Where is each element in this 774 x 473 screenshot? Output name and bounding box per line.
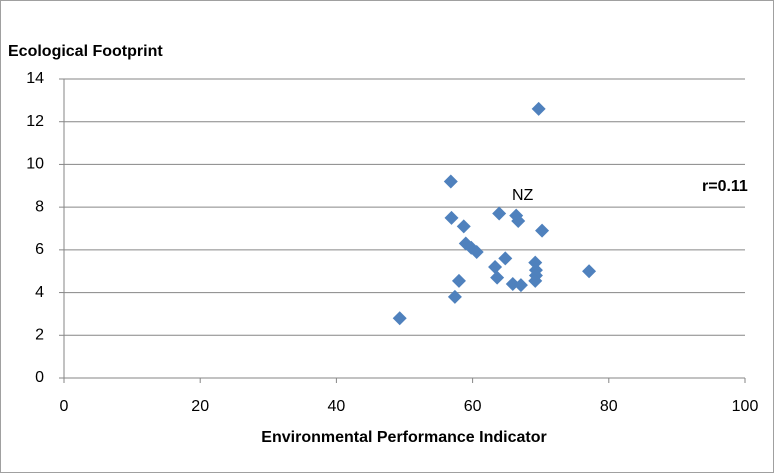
point xyxy=(528,273,543,288)
point xyxy=(498,251,513,266)
point xyxy=(505,277,520,292)
point xyxy=(447,289,462,304)
x-tick-label: 0 xyxy=(60,398,69,415)
y-tick-label: 6 xyxy=(35,241,44,258)
point xyxy=(444,210,459,225)
y-tick-label: 0 xyxy=(35,369,44,386)
x-tick-label: 20 xyxy=(191,398,209,415)
x-axis-title: Environmental Performance Indicator xyxy=(261,429,546,446)
point xyxy=(392,311,407,326)
y-tick-label: 12 xyxy=(26,113,44,130)
point xyxy=(488,259,503,274)
x-tick-label: 80 xyxy=(600,398,618,415)
y-tick-label: 8 xyxy=(35,198,44,215)
point xyxy=(469,244,484,259)
point xyxy=(511,214,526,229)
annotation: NZ xyxy=(512,187,534,204)
x-tick-label: 100 xyxy=(732,398,759,415)
y-tick-label: 2 xyxy=(35,327,44,344)
y-axis-title: Ecological Footprint xyxy=(8,43,163,60)
point xyxy=(531,101,546,116)
point xyxy=(456,219,471,234)
point xyxy=(513,278,528,293)
y-tick-label: 14 xyxy=(26,70,44,87)
point xyxy=(492,206,507,221)
point xyxy=(490,270,505,285)
point xyxy=(582,264,597,279)
y-tick-label: 4 xyxy=(35,284,44,301)
point xyxy=(535,223,550,238)
point xyxy=(451,273,466,288)
point xyxy=(443,174,458,189)
y-tick-label: 10 xyxy=(26,156,44,173)
x-tick-label: 40 xyxy=(328,398,346,415)
annotation: r=0.11 xyxy=(702,178,748,195)
x-tick-label: 60 xyxy=(464,398,482,415)
